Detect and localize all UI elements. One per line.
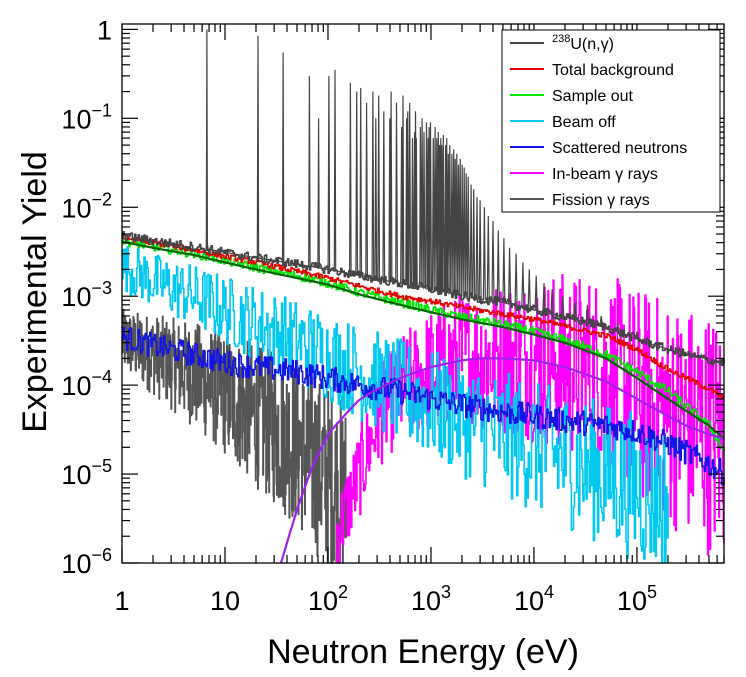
legend-entry-label: Sample out: [552, 88, 633, 105]
series-line-purple-fit: [279, 357, 725, 564]
x-tick-label: 102: [308, 582, 348, 616]
x-tick-label: 1: [114, 586, 129, 616]
series-line-beam-off: [122, 245, 669, 564]
x-axis: 1 10 102 103 104 105: [114, 24, 725, 616]
series-line-dark-green-fit: [121, 240, 725, 440]
legend-entry-label: 238U(n,γ): [552, 33, 614, 53]
x-tick-label: 104: [514, 582, 554, 616]
series-layer: [121, 29, 725, 564]
series-line-fission-rays: [121, 308, 347, 564]
y-tick-label: 10−3: [61, 278, 112, 312]
y-tick-label: 10−5: [61, 456, 112, 490]
x-axis-label: Neutron Energy (eV): [267, 633, 579, 671]
legend-entry-label: In-beam γ rays: [552, 166, 658, 183]
x-tick-label: 103: [411, 582, 451, 616]
legend: 238U(n,γ) Total background Sample out Beam …: [501, 29, 721, 213]
y-tick-label: 10−4: [61, 367, 112, 401]
legend-entry-label: Total background: [552, 62, 674, 79]
y-tick-label: 10−2: [61, 189, 112, 223]
x-tick-label: 105: [617, 582, 657, 616]
x-tick-label: 10: [210, 586, 240, 616]
legend-entry-label: Beam off: [552, 114, 616, 131]
plot-frame: [121, 23, 725, 564]
y-axis: 1 10−1 10−2 10−3 10−4 10−5 10−6: [61, 15, 724, 579]
y-tick-label: 1: [97, 15, 112, 45]
y-tick-label: 10−1: [61, 100, 112, 134]
legend-entry-label: Scattered neutrons: [552, 140, 687, 157]
legend-entry-label: Fission γ rays: [552, 192, 650, 209]
series-line-238u-n-: [122, 231, 725, 367]
y-axis-label: Experimental Yield: [16, 151, 54, 433]
series-238u-resonances: [205, 29, 703, 360]
series-line-total-background: [122, 234, 725, 400]
series-line-scattered-neutrons: [122, 326, 725, 486]
y-tick-label: 10−6: [61, 545, 112, 579]
